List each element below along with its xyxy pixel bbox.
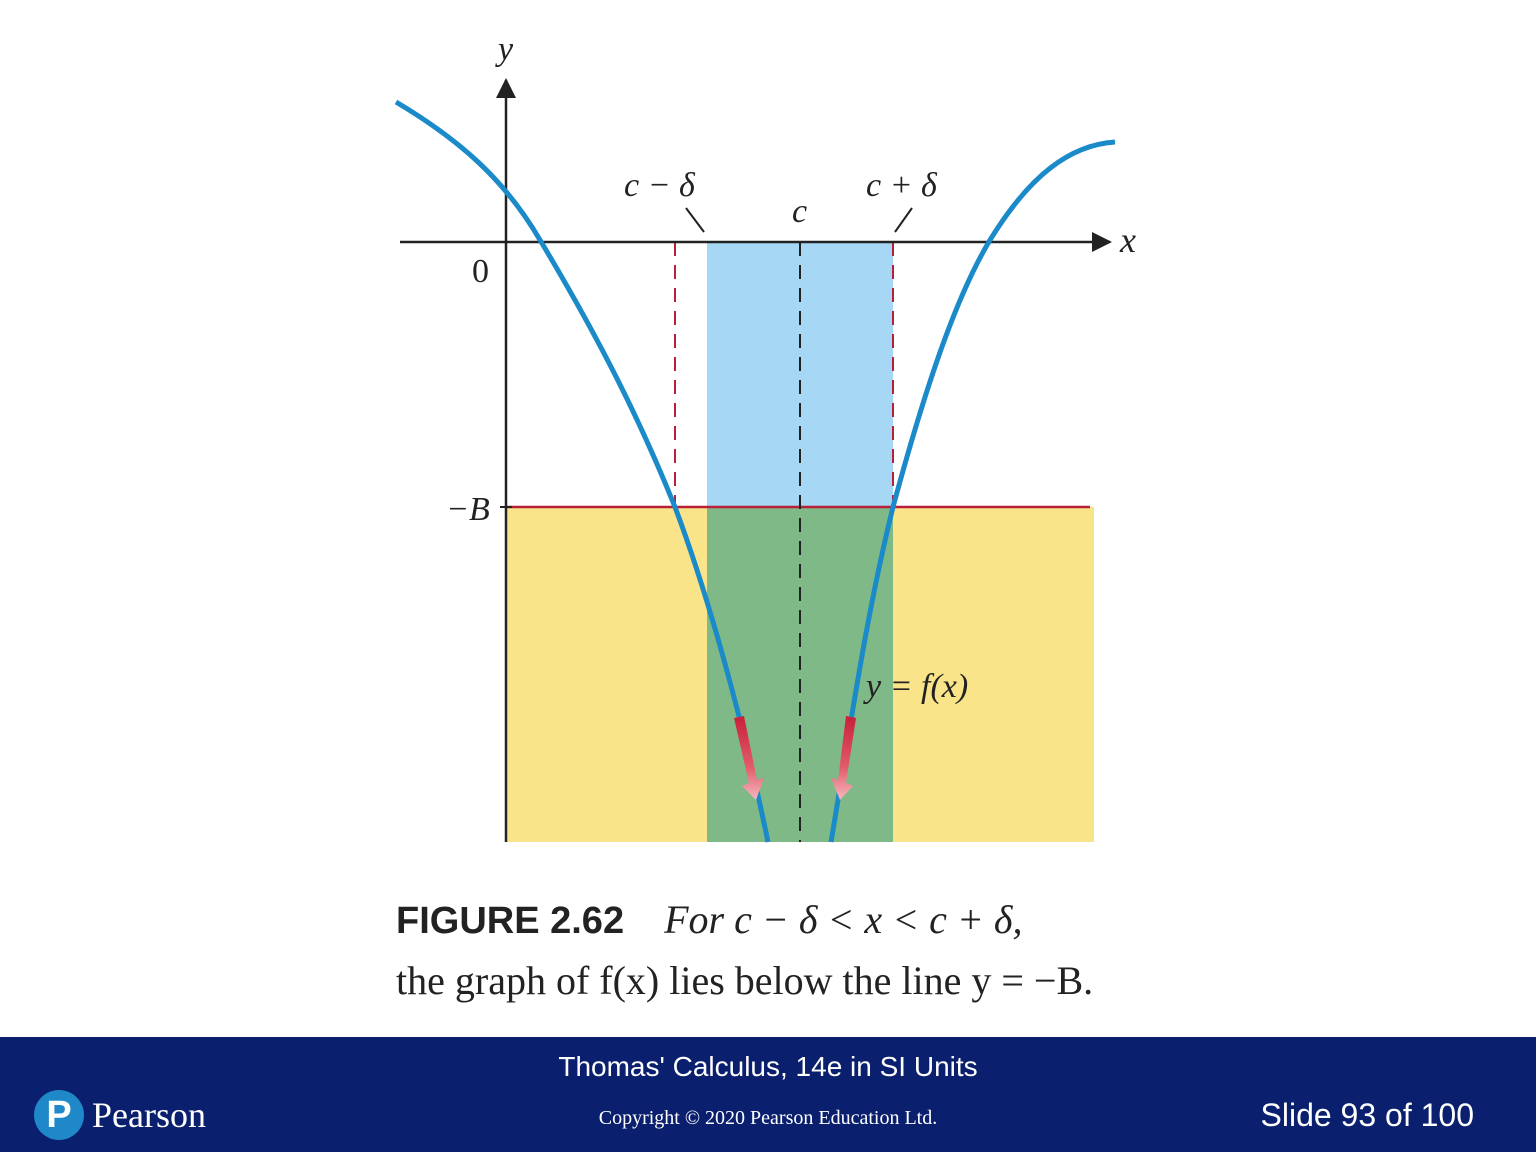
c-label: c (792, 193, 807, 230)
pearson-logo: P Pearson (34, 1090, 234, 1142)
caption-line-2-text: the graph of f(x) lies below the line y … (396, 958, 1094, 1003)
c-plus-delta-label: c + δ (866, 167, 938, 204)
curve-label: y = f(x) (863, 668, 968, 705)
neg-b-label: −B (446, 491, 490, 528)
left-down-arrow-icon (734, 716, 764, 800)
figure-number: FIGURE 2.62 (396, 900, 625, 942)
book-title: Thomas' Calculus, 14e in SI Units (558, 1051, 978, 1082)
c-plus-delta-leader (894, 207, 913, 233)
slide-counter: Slide 93 of 100 (1260, 1097, 1475, 1133)
copyright-notice: Copyright © 2020 Pearson Education Ltd. (598, 1107, 938, 1129)
c-minus-delta-leader (685, 207, 705, 233)
slide-footer: P Pearson Thomas' Calculus, 14e in SI Un… (0, 1037, 1536, 1152)
pearson-wordmark: Pearson (92, 1095, 206, 1135)
green-overlap-region (707, 507, 893, 842)
right-down-arrow-icon (831, 716, 856, 800)
limit-diagram: y x 0 −B c c − δ c + δ y = f(x) (394, 31, 1136, 843)
x-axis-label: x (1119, 220, 1136, 260)
caption-line-1: FIGURE 2.62 For c − δ < x < c + δ, (396, 890, 1196, 951)
y-axis-label: y (495, 31, 514, 68)
c-minus-delta-label: c − δ (624, 167, 696, 204)
curve-right-branch (828, 139, 1116, 843)
caption-line-2: the graph of f(x) lies below the line y … (396, 951, 1196, 1011)
blue-delta-band (707, 242, 893, 507)
origin-label: 0 (472, 253, 489, 290)
pearson-p-icon: P (34, 1090, 84, 1140)
caption-line-1-text: For c − δ < x < c + δ, (664, 897, 1023, 942)
figure-caption: FIGURE 2.62 For c − δ < x < c + δ, the gr… (396, 890, 1196, 1011)
curve-left-branch (394, 99, 771, 843)
